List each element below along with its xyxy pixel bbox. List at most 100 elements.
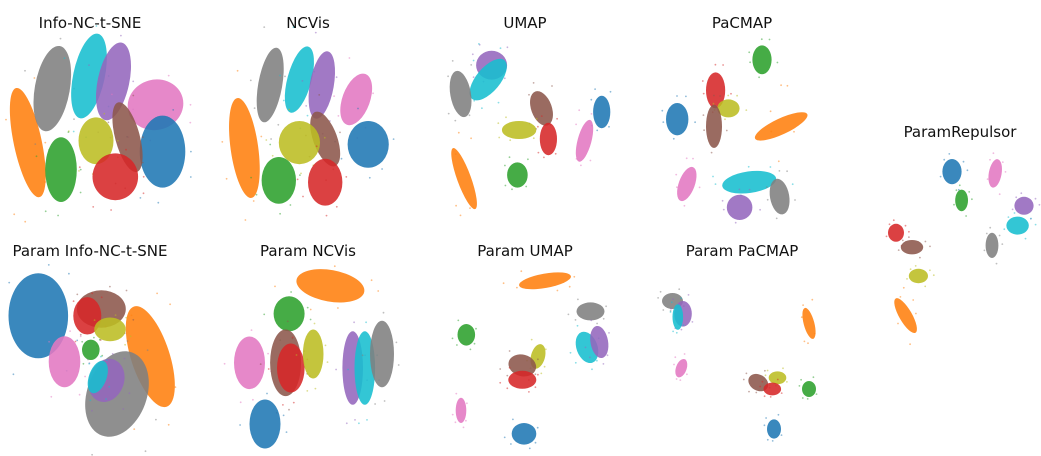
scatter-point: [662, 121, 665, 123]
scatter-point: [576, 324, 579, 327]
scatter-point: [169, 303, 172, 306]
scatter-point: [766, 369, 769, 372]
scatter-point: [578, 109, 581, 112]
scatter-point: [146, 349, 149, 352]
scatter-point: [722, 64, 724, 66]
scatter-point: [953, 203, 955, 206]
scatter-point: [574, 319, 577, 321]
scatter-point: [512, 418, 514, 421]
scatter-point: [722, 208, 725, 211]
scatter-point: [534, 386, 537, 389]
scatter-point: [761, 380, 764, 383]
scatter-point: [769, 396, 772, 398]
scatter-point: [504, 164, 506, 167]
scatter-point: [139, 197, 142, 199]
scatter-point: [88, 64, 90, 66]
cluster-purple: [308, 51, 336, 119]
panel-umap: UMAP: [447, 14, 612, 217]
scatter-point: [736, 94, 738, 97]
cluster-brown: [706, 104, 722, 148]
scatter-point: [67, 131, 70, 134]
scatter-point: [765, 417, 767, 419]
scatter-point: [288, 108, 291, 111]
cluster-blue: [249, 399, 281, 449]
scatter-point: [189, 176, 192, 178]
scatter-point: [345, 422, 348, 425]
cluster-blue: [593, 95, 611, 129]
scatter-point: [189, 121, 192, 124]
scatter-point: [34, 143, 37, 146]
scatter-point: [602, 317, 605, 320]
scatter-point: [759, 385, 762, 388]
scatter-point: [250, 329, 253, 331]
scatter-point: [662, 309, 665, 311]
scatter-point: [123, 357, 126, 360]
scatter-point: [365, 321, 367, 324]
scatter-point: [105, 398, 107, 400]
scatter-point: [76, 339, 79, 342]
scatter-point: [465, 419, 467, 422]
scatter-point: [133, 428, 136, 430]
scatter-point: [325, 214, 328, 217]
scatter-point: [602, 363, 605, 365]
scatter-point: [998, 234, 1001, 237]
scatter-point: [91, 453, 93, 456]
scatter-point: [92, 206, 95, 208]
scatter-point: [454, 153, 457, 156]
scatter-point: [472, 59, 475, 62]
cluster-cyan: [1006, 216, 1029, 235]
scatter-point: [748, 390, 750, 393]
scatter-point: [279, 74, 281, 77]
scatter-point: [447, 112, 450, 115]
scatter-point: [1030, 217, 1032, 220]
panel-title: Param UMAP: [477, 242, 573, 260]
panel-param-umap: Param UMAP: [451, 242, 610, 450]
scatter-point: [909, 268, 912, 271]
scatter-point: [324, 344, 327, 347]
scatter-point: [78, 170, 80, 172]
cluster-green: [261, 157, 296, 204]
scatter-point: [769, 110, 772, 113]
scatter-point: [721, 199, 724, 202]
scatter-point: [760, 38, 763, 41]
scatter-point: [111, 93, 113, 96]
scatter-point: [451, 337, 454, 340]
scatter-point: [676, 186, 678, 189]
scatter-point: [314, 31, 317, 34]
scatter-point: [686, 373, 688, 376]
scatter-point: [685, 157, 688, 160]
scatter-point: [904, 224, 907, 227]
scatter-point: [156, 292, 159, 295]
scatter-point: [144, 450, 147, 453]
scatter-point: [986, 178, 989, 181]
scatter-point: [347, 368, 349, 371]
scatter-point: [682, 324, 685, 326]
scatter-point: [764, 374, 767, 377]
scatter-point: [527, 158, 529, 161]
scatter-point: [1004, 171, 1007, 173]
scatter-point: [577, 298, 579, 301]
scatter-point: [13, 213, 16, 216]
scatter-point: [534, 441, 537, 444]
scatter-point: [189, 103, 192, 106]
cluster-gray: [256, 47, 284, 123]
scatter-point: [712, 175, 714, 178]
scatter-point: [897, 249, 900, 252]
scatter-point: [670, 307, 672, 310]
scatter-point: [473, 99, 476, 102]
scatter-point: [673, 363, 675, 366]
scatter-point: [769, 166, 772, 168]
scatter-point: [473, 342, 476, 345]
scatter-point: [755, 391, 758, 394]
scatter-point: [777, 160, 780, 163]
scatter-point: [44, 181, 47, 183]
scatter-point: [470, 137, 472, 140]
scatter-point: [81, 340, 84, 343]
scatter-point: [590, 98, 593, 101]
scatter-point: [763, 395, 766, 398]
scatter-point: [745, 372, 748, 375]
scatter-point: [469, 348, 472, 351]
scatter-point: [301, 80, 304, 82]
scatter-point: [803, 340, 806, 343]
cluster-red: [706, 72, 726, 109]
